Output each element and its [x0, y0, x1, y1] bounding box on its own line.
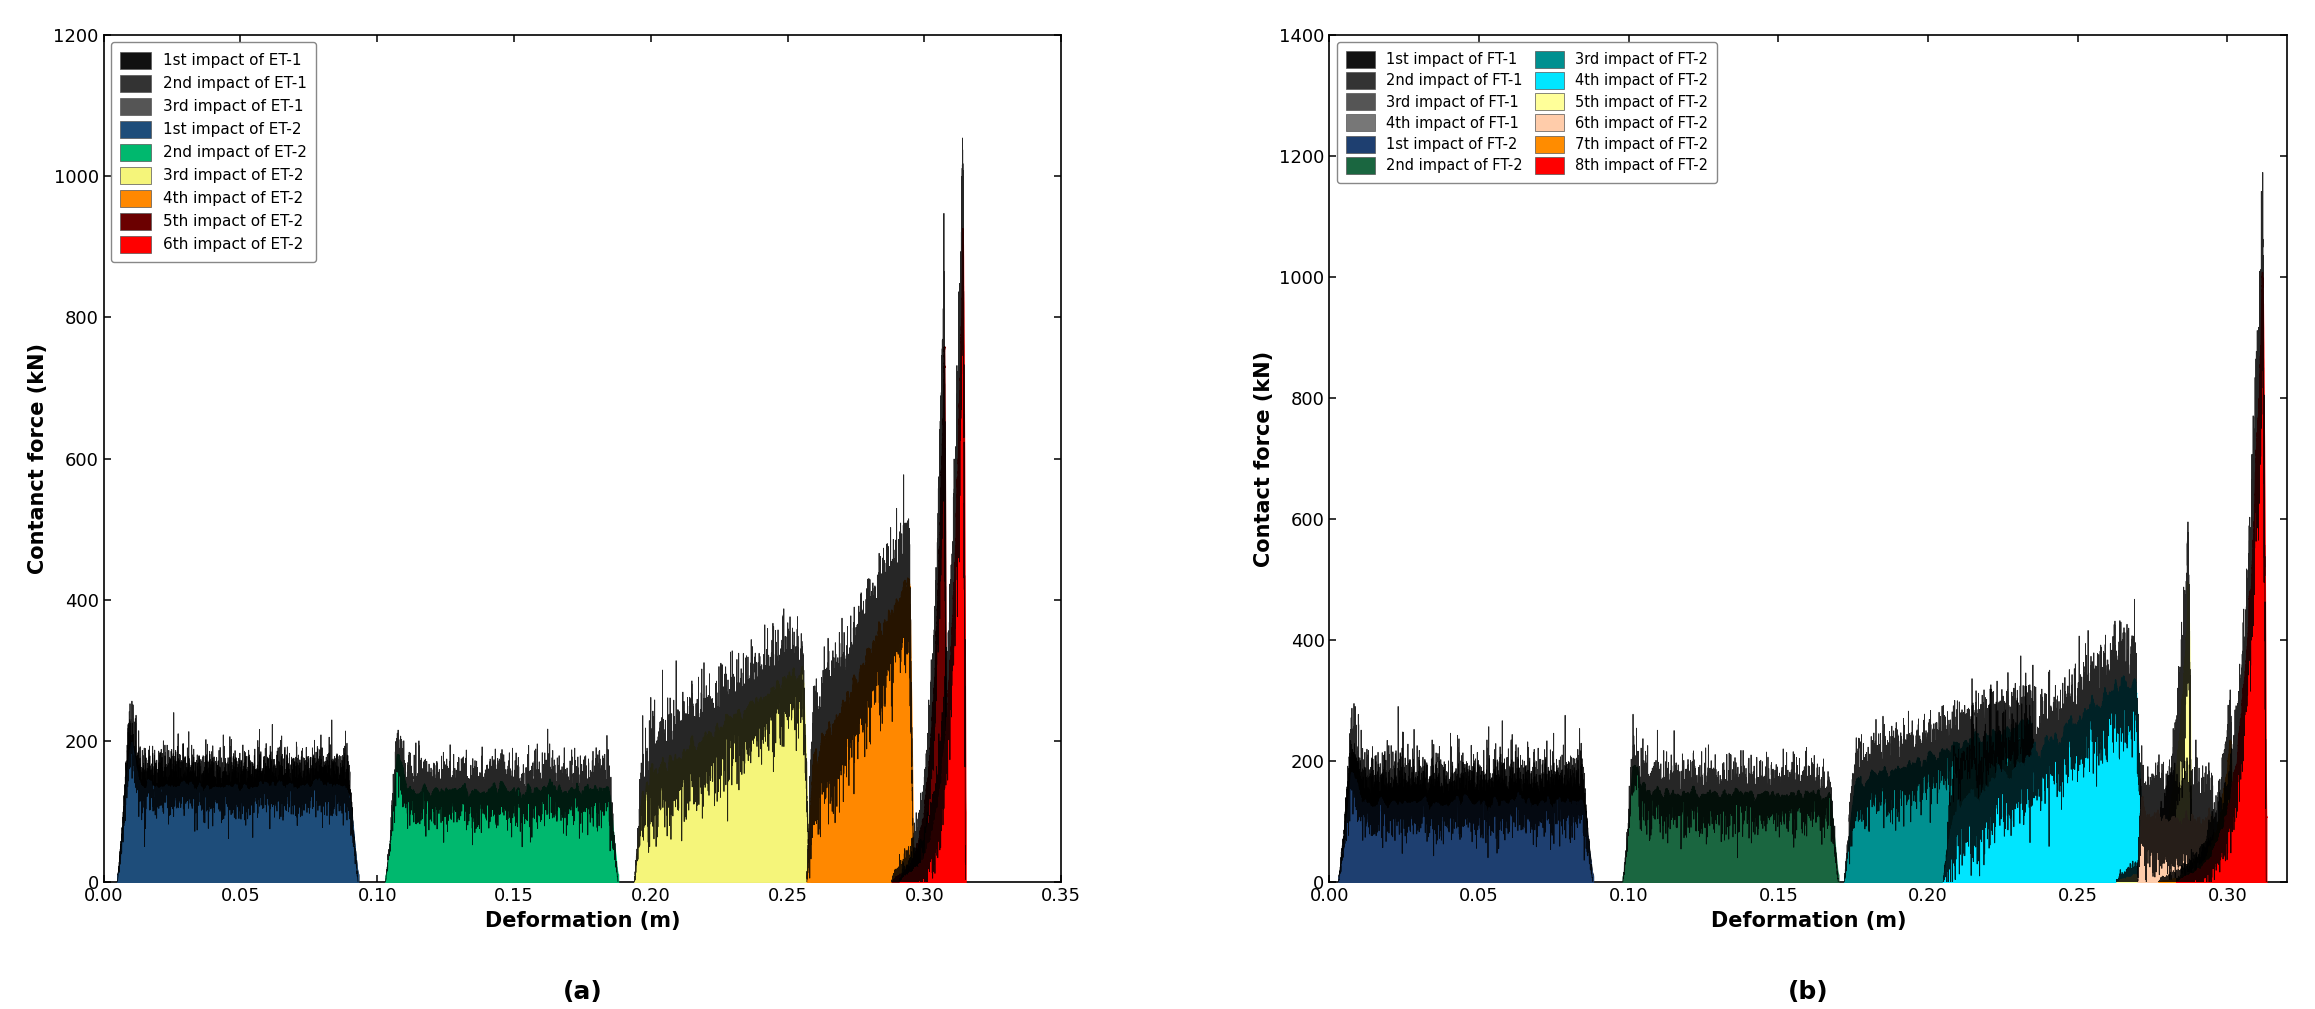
Legend: 1st impact of ET-1, 2nd impact of ET-1, 3rd impact of ET-1, 1st impact of ET-2, : 1st impact of ET-1, 2nd impact of ET-1, …	[111, 42, 317, 262]
X-axis label: Deformation (m): Deformation (m)	[1711, 911, 1905, 930]
Y-axis label: Contact force (kN): Contact force (kN)	[1255, 350, 1273, 567]
Text: (a): (a)	[563, 980, 602, 1004]
X-axis label: Deformation (m): Deformation (m)	[484, 911, 681, 930]
Legend: 1st impact of FT-1, 2nd impact of FT-1, 3rd impact of FT-1, 4th impact of FT-1, : 1st impact of FT-1, 2nd impact of FT-1, …	[1336, 42, 1718, 183]
Y-axis label: Contanct force (kN): Contanct force (kN)	[28, 343, 49, 574]
Text: (b): (b)	[1787, 980, 1829, 1004]
